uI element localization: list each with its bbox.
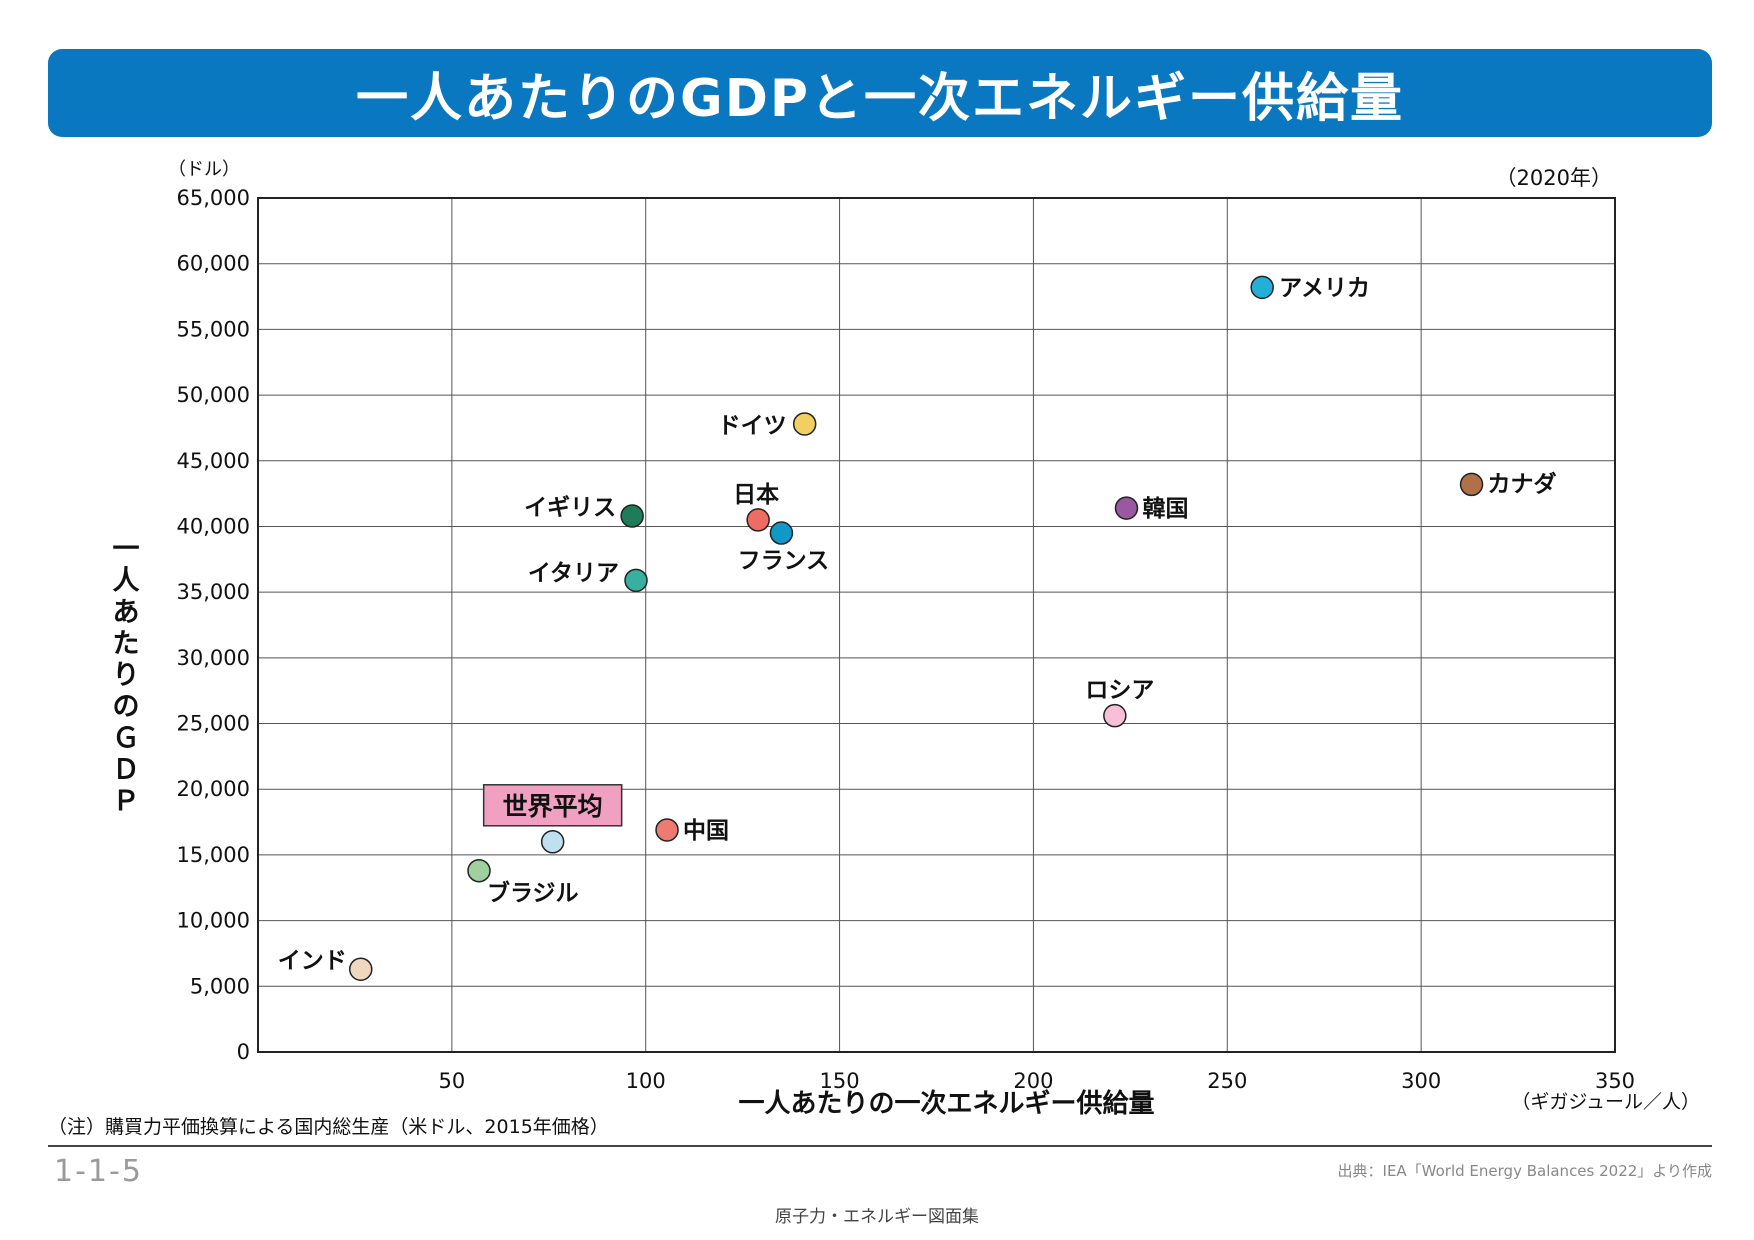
data-point: [624, 568, 648, 593]
y-tick-label: 60,000: [177, 252, 250, 276]
data-label: 世界平均: [503, 792, 603, 821]
x-tick-label: 200: [1013, 1069, 1053, 1093]
y-tick-label: 40,000: [177, 514, 250, 538]
y-tick-label: 25,000: [177, 712, 250, 736]
data-point: [769, 521, 794, 545]
data-label: フランス: [738, 548, 830, 574]
figure-number: 1-1-5: [54, 1154, 143, 1189]
x-axis-title: 一人あたりの一次エネルギー供給量: [738, 1088, 1154, 1119]
y-tick-label: 0: [237, 1040, 250, 1064]
y-axis-title: 一人あたりのＧＤＰ: [113, 534, 140, 817]
data-point: [792, 412, 817, 436]
world-average-label-box: [482, 784, 623, 827]
data-label: ロシア: [1085, 678, 1154, 704]
x-tick-label: 300: [1401, 1069, 1441, 1093]
x-tick-label: 100: [626, 1069, 666, 1093]
y-tick-label: 5,000: [190, 974, 250, 998]
y-tick-label: 55,000: [177, 317, 250, 341]
data-point: [467, 858, 491, 883]
data-label: 韓国: [1142, 495, 1188, 522]
data-point: [1103, 703, 1127, 728]
data-label: イギリス: [524, 495, 616, 521]
data-label: アメリカ: [1279, 275, 1370, 301]
y-tick-label: 15,000: [177, 843, 250, 867]
data-point: [1114, 496, 1139, 520]
x-tick-label: 150: [820, 1069, 860, 1093]
footnote: （注）購買力平価換算による国内総生産（米ドル、2015年価格）: [48, 1116, 609, 1138]
data-point: [540, 830, 565, 854]
y-tick-label: 50,000: [177, 383, 250, 407]
data-label: ブラジル: [487, 880, 579, 907]
data-point: [348, 957, 373, 981]
data-label: カナダ: [1488, 470, 1557, 497]
y-tick-label: 10,000: [177, 909, 250, 933]
x-tick-label: 50: [438, 1069, 465, 1093]
footer-title: 原子力・エネルギー図面集: [775, 1207, 979, 1227]
source-credit: 出典：IEA「World Energy Balances 2022」より作成: [1337, 1162, 1712, 1180]
data-label: 中国: [683, 818, 729, 844]
plot-frame: [257, 197, 1616, 1053]
x-tick-label: 350: [1595, 1069, 1635, 1093]
page-title: 一人あたりのGDPと一次エネルギー供給量: [356, 68, 1404, 129]
data-point: [746, 508, 770, 532]
y-tick-label: 30,000: [177, 646, 250, 670]
y-tick-label: 65,000: [177, 186, 250, 210]
x-tick-label: 250: [1207, 1069, 1247, 1093]
data-label: インド: [278, 948, 347, 974]
x-unit-label: （ギガジュール／人）: [1511, 1091, 1700, 1113]
year-label: （2020年）: [1496, 166, 1612, 190]
data-point: [655, 818, 679, 842]
y-tick-label: 45,000: [177, 449, 250, 473]
data-label: イタリア: [528, 560, 619, 586]
y-unit-label: （ドル）: [168, 159, 240, 180]
title-banner: 一人あたりのGDPと一次エネルギー供給量: [48, 49, 1712, 137]
data-point: [620, 504, 644, 528]
y-tick-label: 20,000: [177, 777, 250, 801]
divider: [48, 1145, 1712, 1147]
data-label: 日本: [733, 482, 779, 508]
y-tick-label: 35,000: [177, 580, 250, 604]
data-label: ドイツ: [718, 413, 787, 439]
data-point: [1250, 275, 1274, 300]
data-point: [1459, 472, 1484, 497]
